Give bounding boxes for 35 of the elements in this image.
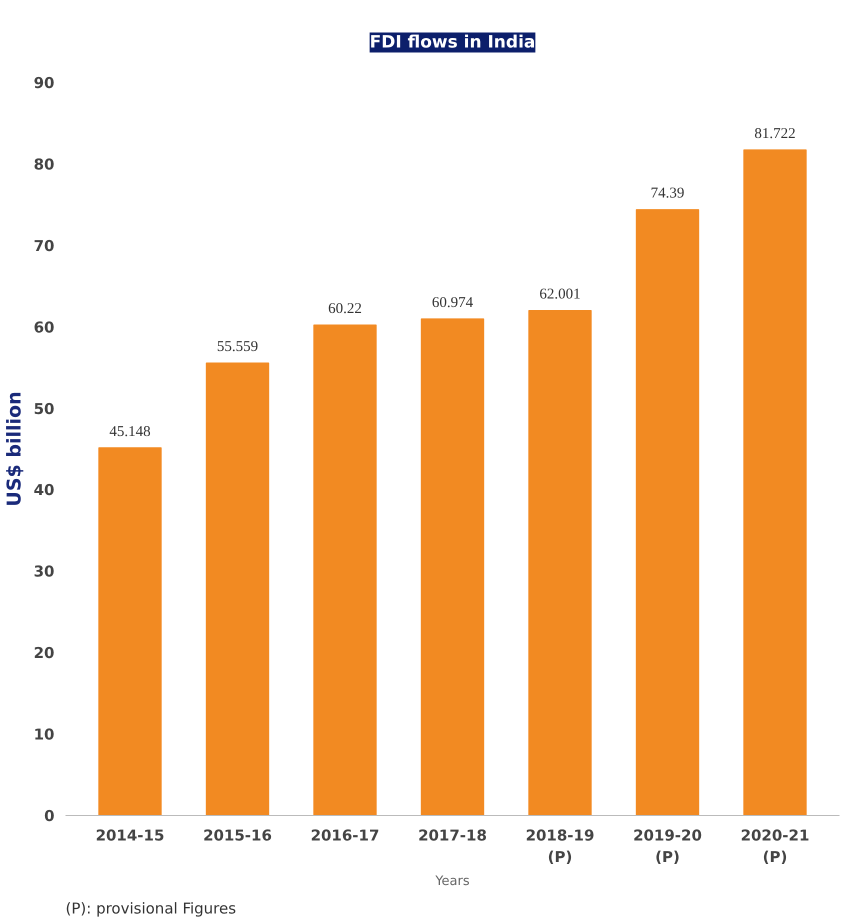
y-axis-title: US$ billion xyxy=(4,391,26,507)
data-label: 55.559 xyxy=(216,339,258,356)
x-tick-label: 2020-21 (P) xyxy=(740,826,810,866)
data-label: 62.001 xyxy=(539,286,581,303)
y-tick-label: 40 xyxy=(34,481,54,500)
bar xyxy=(743,149,807,816)
y-tick-label: 30 xyxy=(34,562,54,581)
data-label: 60.22 xyxy=(328,301,362,318)
x-tick-label: 2014-15 xyxy=(96,826,164,844)
x-tick-label: 2019-20 (P) xyxy=(633,826,702,866)
y-tick-label: 50 xyxy=(34,400,54,418)
x-tick-label: 2017-18 xyxy=(418,826,487,844)
chart-title: FDI flows in India xyxy=(370,32,536,52)
y-tick-label: 20 xyxy=(34,644,54,662)
bar xyxy=(528,310,592,816)
bar xyxy=(98,447,162,816)
data-label: 74.39 xyxy=(650,186,684,202)
bar xyxy=(313,324,377,816)
y-tick-label: 80 xyxy=(34,155,54,174)
data-label: 60.974 xyxy=(432,294,474,311)
bar xyxy=(206,362,270,816)
text: (P): provisional Figures xyxy=(66,900,236,918)
bar xyxy=(636,209,700,816)
y-tick-label: 10 xyxy=(34,726,54,744)
x-tick-label: 2018-19 (P) xyxy=(526,826,594,866)
bar xyxy=(420,318,484,816)
x-tick-label: 2016-17 xyxy=(310,826,380,844)
data-label: 81.722 xyxy=(754,126,796,142)
y-tick-label: 90 xyxy=(34,74,54,92)
y-tick-label: 60 xyxy=(34,318,54,336)
y-tick-label: 70 xyxy=(34,236,54,255)
x-axis-title: Years xyxy=(434,874,470,890)
x-tick-label: 2015-16 xyxy=(203,826,272,844)
data-label: 45.148 xyxy=(109,424,151,440)
y-tick-label: 0 xyxy=(44,807,54,825)
